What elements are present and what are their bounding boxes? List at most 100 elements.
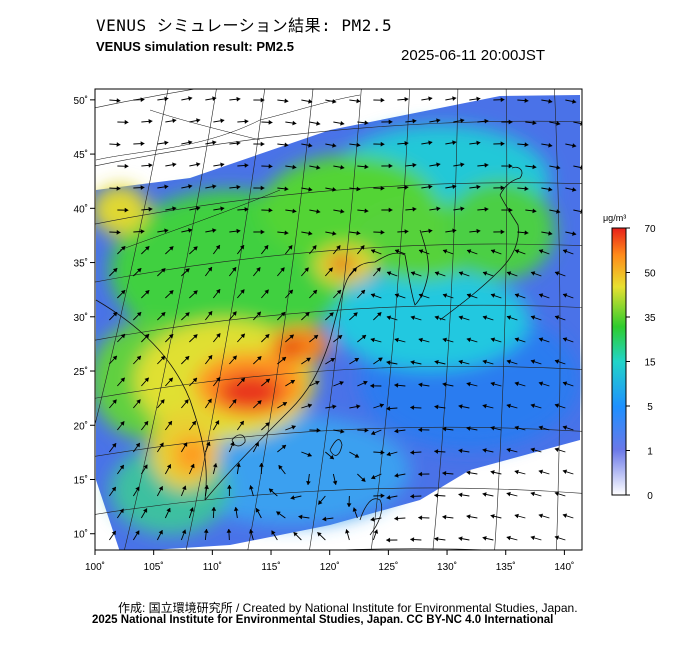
wind-arrow-head: [356, 98, 361, 104]
wind-arrow-head: [370, 516, 375, 522]
wind-arrow-head: [562, 293, 568, 298]
wind-arrow-head: [458, 536, 463, 541]
wind-arrow-head: [312, 289, 318, 295]
wind-arrow-head: [313, 334, 319, 340]
wind-arrow-head: [530, 315, 536, 320]
map-frame: [94, 88, 583, 551]
wind-arrow-head: [530, 359, 536, 364]
wind-arrow-head: [239, 420, 244, 426]
wind-arrow-head: [484, 162, 489, 168]
wind-arrow-head: [317, 532, 322, 537]
wind-arrow-head: [140, 229, 145, 234]
wind-arrow-head: [260, 97, 265, 103]
wind-arrow-head: [181, 485, 187, 491]
wind-arrow-head: [482, 492, 487, 497]
wind-arrow-head: [452, 96, 457, 101]
wind-arrow: [573, 209, 582, 213]
wind-arrow-head: [143, 421, 149, 426]
wind-arrow-head: [212, 184, 217, 189]
wind-arrow-head: [490, 249, 496, 254]
wind-arrow-head: [116, 186, 121, 191]
wind-arrow-head: [298, 514, 303, 520]
wind-arrow-head: [394, 382, 399, 388]
wind-arrow-head: [458, 492, 463, 498]
wind-arrow-head: [394, 473, 399, 478]
wind-arrow-head: [434, 536, 439, 542]
parallel-line: [95, 487, 582, 515]
coast-hainan: [231, 434, 246, 447]
wind-arrow-head: [188, 96, 193, 101]
wind-arrow-head: [404, 185, 409, 190]
field-orange-vietnam: [174, 437, 210, 473]
wind-arrow-head: [376, 267, 381, 272]
wind-arrow-head: [140, 141, 145, 147]
wind-arrow-head: [370, 383, 375, 389]
wind-arrow: [573, 165, 582, 169]
wind-arrow-head: [556, 209, 561, 214]
wind-arrow-head: [263, 245, 269, 250]
wind-arrow-head: [506, 359, 512, 365]
wind-arrow-head: [572, 143, 577, 148]
parallel-line: [95, 243, 582, 283]
wind-arrow-head: [418, 293, 424, 298]
wind-arrow-head: [345, 529, 350, 534]
wind-arrow-head: [394, 428, 399, 434]
wind-arrow-head: [514, 425, 519, 431]
wind-arrow-head: [158, 486, 163, 491]
wind-arrow-head: [524, 186, 529, 191]
wind-arrow-head: [476, 96, 481, 102]
wind-arrow-head: [412, 118, 417, 124]
coastlines: [95, 94, 523, 536]
wind-arrow-head: [160, 355, 166, 361]
wind-arrow-head: [506, 535, 511, 541]
wind-arrow-head: [282, 402, 288, 407]
wind-arrow-head: [418, 427, 423, 433]
wind-arrow-head: [562, 381, 568, 386]
wind-arrow-head: [506, 315, 512, 320]
parallel-line: [95, 120, 582, 167]
wind-arrow-head: [290, 495, 295, 500]
wind-arrow-head: [144, 246, 150, 251]
wind-arrow-head: [148, 206, 153, 212]
wind-arrow-head: [196, 162, 201, 167]
wind-arrow-head: [361, 334, 367, 340]
timestamp: 2025-06-11 20:00JST: [401, 47, 545, 64]
wind-arrow-head: [418, 382, 423, 388]
wind-arrow-head: [332, 231, 337, 236]
wind-arrow-head: [148, 119, 153, 124]
wind-arrow-head: [255, 508, 261, 513]
wind-arrow-head: [203, 528, 209, 533]
wind-arrow-head: [336, 245, 341, 250]
wind-arrow-head: [124, 207, 129, 213]
wind-arrow-head: [169, 246, 174, 251]
wind-arrow-head: [168, 377, 173, 383]
wind-arrow-head: [232, 355, 237, 361]
wind-arrow-head: [418, 249, 424, 254]
wind-arrow-head: [538, 425, 544, 431]
wind-arrow-head: [271, 530, 276, 535]
colorbar-tick-label: 1: [647, 447, 653, 458]
wind-arrow-head: [244, 163, 249, 168]
wind-arrow-head: [143, 508, 148, 513]
parallel-line: [95, 365, 582, 399]
lon-tick-label: 105˚: [144, 561, 164, 573]
wind-arrow-head: [361, 477, 366, 482]
wind-arrow-head: [212, 228, 217, 233]
map-area: [95, 89, 582, 550]
wind-arrow-head: [380, 97, 385, 103]
wind-arrow-head: [143, 464, 148, 470]
wind-arrow-head: [524, 142, 529, 147]
wind-arrow-head: [169, 290, 174, 295]
wind-arrow-head: [306, 357, 311, 362]
wind-arrow-head: [490, 425, 495, 431]
wind-arrow-head: [193, 334, 198, 339]
wind-arrow-head: [265, 378, 271, 384]
title-english: VENUS simulation result: PM2.5: [96, 39, 294, 54]
wind-arrow-head: [185, 268, 190, 273]
wind-arrow-head: [514, 249, 520, 254]
wind-arrow-head: [484, 206, 489, 212]
wind-arrow-head: [466, 381, 471, 387]
wind-arrow-head: [220, 162, 225, 168]
wind-arrow-head: [304, 267, 309, 272]
wind-arrow-head: [352, 507, 358, 512]
